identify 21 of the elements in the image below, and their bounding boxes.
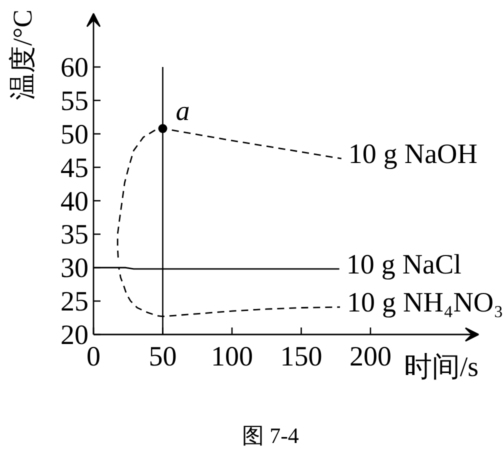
x-tick-label: 100 (210, 342, 253, 372)
x-tick-label: 50 (148, 342, 177, 372)
y-tick-label: 40 (60, 186, 88, 218)
series-label: 10 g NaCl (346, 249, 462, 280)
y-tick-label: 35 (60, 220, 88, 251)
x-tick-label: 0 (86, 342, 100, 372)
y-tick-label: 45 (60, 152, 88, 184)
annotation: a (176, 96, 190, 128)
y-tick-label: 50 (60, 119, 88, 150)
y-axis-title: 温度/°C (8, 9, 38, 100)
y-tick-label: 30 (60, 253, 88, 284)
x-tick-label: 200 (349, 342, 392, 372)
y-tick-label: 60 (60, 52, 88, 84)
x-tick-label: 150 (280, 342, 322, 372)
series-label: 10 g NaOH (348, 139, 478, 170)
caption: 图 7-4 (242, 423, 299, 448)
x-axis-title: 时间/s (404, 352, 479, 383)
y-tick-label: 25 (60, 286, 88, 318)
y-tick-label: 55 (60, 86, 88, 117)
series-label: 10 g NH₄NO₃ (347, 288, 504, 319)
y-tick-label: 20 (60, 320, 88, 351)
